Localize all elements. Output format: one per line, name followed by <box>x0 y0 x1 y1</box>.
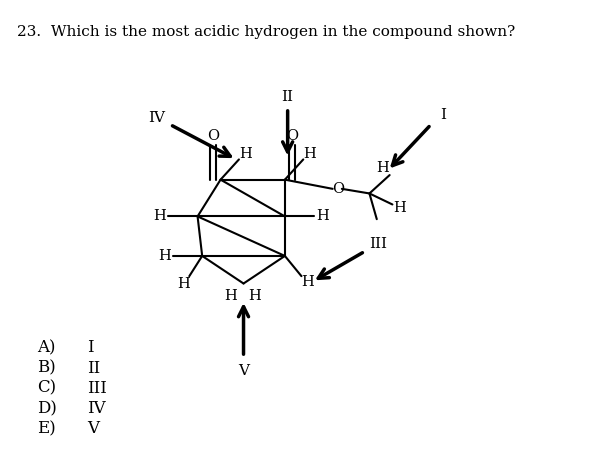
Text: III: III <box>88 380 107 397</box>
Text: H: H <box>316 209 329 223</box>
Text: E): E) <box>37 420 56 437</box>
Text: H: H <box>304 147 316 161</box>
Text: 23.  Which is the most acidic hydrogen in the compound shown?: 23. Which is the most acidic hydrogen in… <box>17 25 515 39</box>
Text: IV: IV <box>88 400 106 417</box>
Text: H: H <box>158 249 171 263</box>
Text: H: H <box>376 161 389 175</box>
Text: H: H <box>248 289 261 303</box>
Text: A): A) <box>37 339 55 356</box>
Text: D): D) <box>37 400 56 417</box>
Text: C): C) <box>37 380 56 397</box>
Text: II: II <box>281 90 293 104</box>
Text: O: O <box>332 182 344 196</box>
Text: H: H <box>178 277 190 291</box>
Text: H: H <box>224 289 237 303</box>
Text: IV: IV <box>149 111 166 125</box>
Text: II: II <box>88 359 101 377</box>
Text: V: V <box>88 420 100 437</box>
Text: III: III <box>370 237 388 251</box>
Text: H: H <box>154 209 166 223</box>
Text: B): B) <box>37 359 56 377</box>
Text: I: I <box>440 108 446 122</box>
Text: H: H <box>239 147 252 161</box>
Text: O: O <box>207 129 219 144</box>
Text: H: H <box>301 275 314 289</box>
Text: O: O <box>286 129 298 144</box>
Text: V: V <box>238 364 249 378</box>
Text: H: H <box>394 201 406 215</box>
Text: I: I <box>88 339 94 356</box>
